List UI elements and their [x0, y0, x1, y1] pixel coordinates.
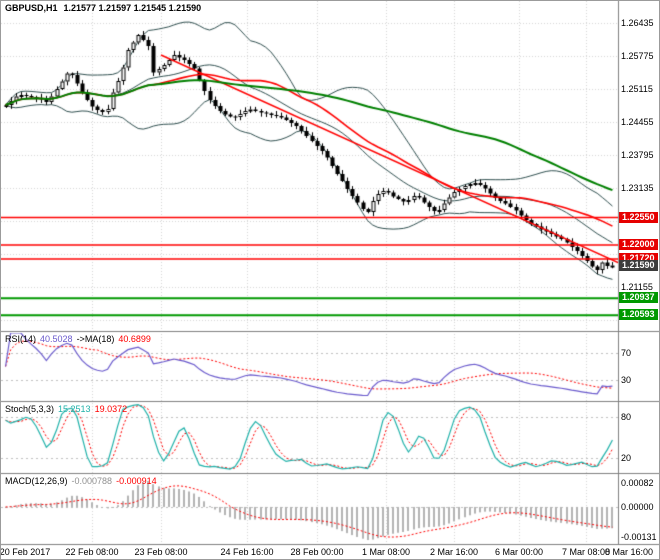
macd-indicator-title: MACD(12,26,9) -0.000788 -0.000914: [5, 476, 161, 486]
indicator-title-segment: -0.000914: [116, 476, 157, 486]
rsi-indicator-title: RSI(14) 40.5028 ->MA(18) 40.6899: [5, 334, 155, 344]
chart-title: GBPUSD,H1 1.21577 1.21597 1.21545 1.21590: [5, 3, 207, 13]
indicator-title-segment: 15.2513: [58, 404, 91, 414]
indicator-title-segment: ->MA(18): [76, 334, 115, 344]
indicator-title-segment: 40.5028: [40, 334, 73, 344]
stoch-indicator-title: Stoch(5,3,3) 15.2513 19.0372: [5, 404, 131, 414]
chart-symbol-period: GBPUSD,H1: [5, 3, 58, 13]
indicator-title-segment: 19.0372: [94, 404, 128, 414]
indicator-title-segment: MACD(12,26,9): [5, 476, 68, 486]
indicator-title-segment: RSI(14): [5, 334, 37, 344]
chart-ohlc-values: 1.21577 1.21597 1.21545 1.21590: [63, 3, 202, 13]
indicator-title-segment: 40.6899: [118, 334, 151, 344]
indicator-title-segment: Stoch(5,3,3): [5, 404, 55, 414]
indicator-title-segment: -0.000788: [71, 476, 113, 486]
